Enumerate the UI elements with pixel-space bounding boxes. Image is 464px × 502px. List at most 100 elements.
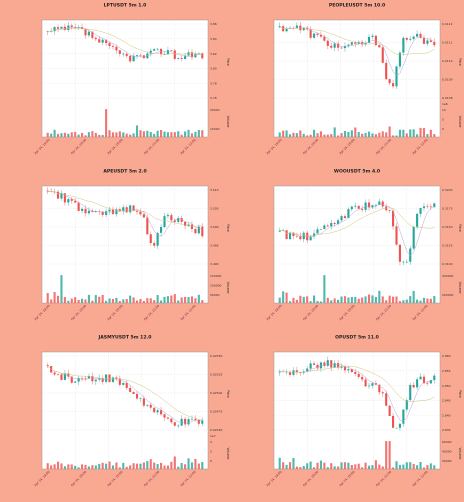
volume-bar xyxy=(433,296,436,303)
candle-body xyxy=(409,384,412,401)
candle-body xyxy=(142,398,145,406)
candle-body xyxy=(398,244,401,262)
volume-bar xyxy=(53,292,56,303)
volume-bar xyxy=(197,130,200,137)
price-tick-label: 2.855 xyxy=(442,369,451,373)
volume-bar xyxy=(139,298,142,303)
candle-body xyxy=(170,418,173,423)
volume-bar xyxy=(50,133,53,137)
volume-bar xyxy=(371,295,374,303)
volume-bar xyxy=(201,130,204,137)
candle-body xyxy=(405,37,408,40)
volume-bar xyxy=(74,131,77,137)
price-tick-label: 0.3200 xyxy=(442,188,453,192)
candle-body xyxy=(364,202,367,210)
x-tick-label: Apr 24, 18:00 xyxy=(33,138,50,155)
candle-body xyxy=(337,363,340,368)
volume-bar xyxy=(429,298,432,303)
volume-bar xyxy=(316,133,319,137)
volume-bar xyxy=(419,462,422,469)
volume-bar xyxy=(330,300,333,303)
volume-bar xyxy=(378,464,381,469)
candle-body xyxy=(364,42,367,45)
candle-body xyxy=(115,46,118,51)
chart-panel-6: OPUSDT 5m 11.0 2.860 2.855 2.850 2.845 2.840 2… xyxy=(232,332,464,498)
candle-body xyxy=(323,362,326,366)
candle-body xyxy=(374,35,377,46)
moving-average-slow xyxy=(279,207,435,236)
candle-body xyxy=(374,204,377,206)
volume-bar xyxy=(187,297,190,303)
candle-body xyxy=(101,378,104,382)
candle-body xyxy=(433,203,436,208)
candle-body xyxy=(197,419,200,424)
candle-body xyxy=(56,374,60,375)
volume-bar xyxy=(392,135,395,137)
candle-body xyxy=(74,381,77,383)
volume-bar xyxy=(306,296,309,303)
price-tick-label: 0.3125 xyxy=(442,244,453,248)
volume-bar xyxy=(84,299,87,303)
volume-tick-label: 400000 xyxy=(442,274,454,278)
volume-bar xyxy=(81,132,84,137)
x-tick-label: Apr 24, 20:00 xyxy=(338,470,355,487)
volume-bar xyxy=(108,461,111,469)
volume-bar xyxy=(361,467,364,469)
volume-bar xyxy=(142,462,145,469)
candle-body xyxy=(409,248,412,262)
volume-bar xyxy=(285,292,288,303)
candle-body xyxy=(419,208,422,214)
volume-axis-label: Volume xyxy=(226,116,230,128)
volume-bar xyxy=(108,298,111,303)
candle-body xyxy=(381,392,384,394)
volume-bar xyxy=(405,133,408,137)
candle-body xyxy=(422,376,426,384)
volume-bar xyxy=(149,459,152,469)
candle-body xyxy=(129,387,132,392)
volume-tick-label: 20000 xyxy=(442,459,452,463)
volume-bar xyxy=(326,134,329,137)
candle-body xyxy=(53,191,56,193)
volume-bar xyxy=(333,127,336,137)
candle-body xyxy=(173,220,176,222)
volume-bar xyxy=(347,131,350,137)
volume-bar xyxy=(402,129,405,137)
volume-bar xyxy=(125,466,128,469)
candle-body xyxy=(309,236,312,241)
candle-body xyxy=(306,368,309,372)
volume-bar xyxy=(81,298,84,303)
candle-body xyxy=(371,383,374,386)
candle-body xyxy=(354,205,357,207)
candle-body xyxy=(156,232,159,246)
plot-area xyxy=(273,19,441,138)
price-tick-label: 3.78 xyxy=(210,81,217,85)
volume-bar xyxy=(177,466,180,469)
candle-body xyxy=(419,376,422,380)
candle-body xyxy=(357,373,360,377)
price-tick-label: 2.840 xyxy=(442,413,451,417)
candle-body xyxy=(177,58,180,59)
volume-bar xyxy=(343,296,347,303)
volume-bar xyxy=(350,296,353,303)
volume-bar xyxy=(412,463,415,469)
candle-body xyxy=(402,37,405,53)
candle-body xyxy=(122,382,125,385)
chart-panel-5: JASMYUSDT 5m 12.0 0.02550 0.02525 0.02500 0.… xyxy=(0,332,232,498)
candle-body xyxy=(419,33,422,38)
x-tick-label: Apr 24, 21:00 xyxy=(143,304,160,321)
volume-bar xyxy=(84,464,87,469)
candle-body xyxy=(111,209,115,215)
candle-body xyxy=(333,223,336,224)
x-tick-label: Apr 24, 18:00 xyxy=(265,470,282,487)
volume-bar xyxy=(149,298,152,303)
volume-bar xyxy=(190,133,194,137)
candle-body xyxy=(67,373,70,377)
volume-bar xyxy=(288,301,292,303)
moving-average-fast xyxy=(47,365,203,424)
plot-area xyxy=(273,351,441,470)
candle-body xyxy=(149,404,152,408)
candle-body xyxy=(388,405,391,416)
chart-panel-4: WOOUSDT 5m 4.0 0.3200 0.3175 0.3150 0.3125 0.… xyxy=(232,166,464,332)
volume-bar xyxy=(111,132,115,137)
volume-bar xyxy=(337,135,340,137)
